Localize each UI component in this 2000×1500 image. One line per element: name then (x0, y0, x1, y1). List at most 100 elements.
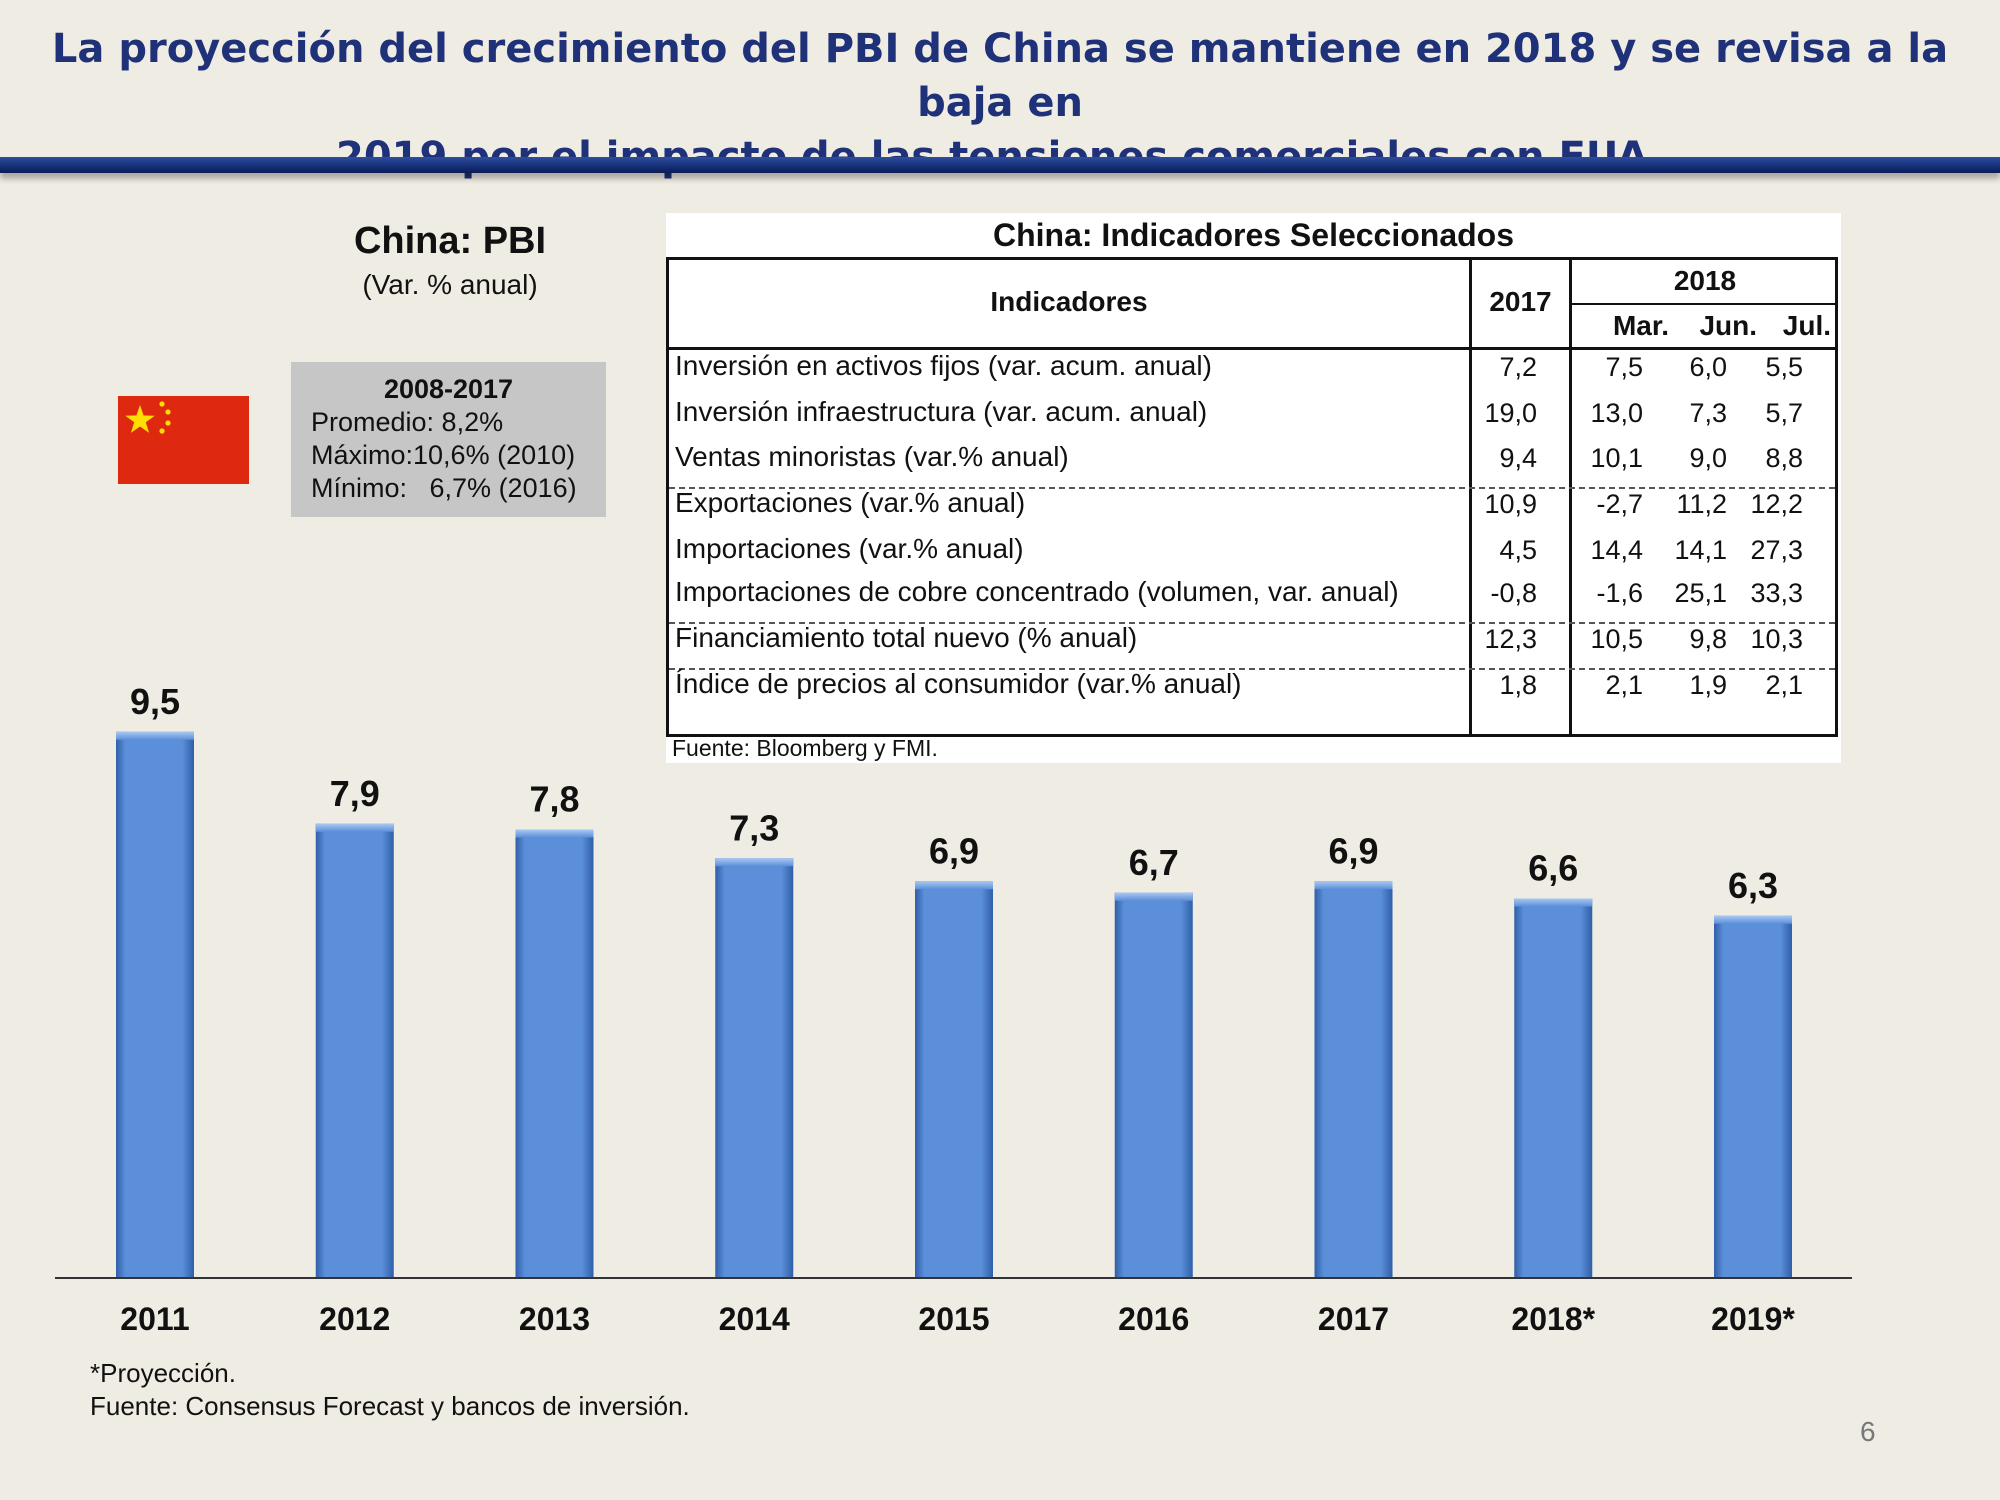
stats-box: 2008-2017 Promedio: 8,2% Máximo:10,6% (2… (291, 362, 606, 517)
table-cell: 8,8 (1765, 443, 1803, 473)
table-cell: 5,5 (1765, 352, 1803, 382)
bar-2011 (116, 731, 194, 1278)
bars-layer: 9,5 2011 7,9 2012 7,8 2013 7,3 2014 6,9 2015 6,7 20… (116, 681, 1795, 1337)
bar-2016 (1114, 892, 1193, 1278)
page-number: 6 (1860, 1416, 1876, 1447)
header-jul: Jul. (1782, 310, 1831, 341)
chart-title: China: PBI (353, 220, 547, 262)
bar-2017 (1314, 881, 1393, 1278)
header-jun: Jun. (1699, 310, 1757, 341)
header-indicators: Indicadores (990, 286, 1148, 317)
flag-big-star (125, 405, 155, 433)
bar-2013 (515, 829, 594, 1278)
slide-title-line1: La proyección del crecimiento del PBI de… (51, 26, 1949, 126)
table-divider-h (1572, 303, 1835, 305)
bar-cap (1714, 915, 1792, 924)
x-tick-label: 2016 (1118, 1301, 1189, 1337)
bar-cap (1514, 898, 1593, 907)
table-cell: 19,0 (1484, 398, 1537, 428)
bar-2015 (915, 881, 993, 1278)
table-cell: 7,5 (1605, 352, 1643, 382)
table-source: Fuente: Bloomberg y FMI. (672, 735, 938, 761)
flag-small-star (159, 428, 165, 434)
table-row-label: Inversión infraestructura (var. acum. an… (675, 396, 1208, 427)
flag-small-star (165, 409, 171, 415)
x-tick-label: 2014 (719, 1301, 790, 1337)
table-row-label: Exportaciones (var.% anual) (675, 487, 1026, 518)
bar-value-label: 6,9 (929, 830, 979, 871)
flag-small-star (159, 401, 165, 407)
table-cell: 1,8 (1499, 670, 1537, 700)
bar-value-label: 7,3 (729, 807, 779, 848)
table-cell: 7,2 (1499, 352, 1537, 382)
x-tick-label: 2017 (1318, 1301, 1389, 1337)
table-cell: 9,8 (1689, 624, 1727, 654)
table-cell: 25,1 (1674, 578, 1727, 608)
bar-value-label: 7,9 (330, 773, 380, 814)
table-group-divider (669, 668, 1835, 670)
china-flag-icon (118, 396, 249, 484)
footnotes: *Proyección. Fuente: Consensus Forecast … (90, 1357, 690, 1423)
bar-2014 (715, 858, 794, 1278)
table-cell: 13,0 (1590, 398, 1643, 428)
table-cell: 10,3 (1750, 624, 1803, 654)
x-tick-label: 2018* (1511, 1301, 1595, 1337)
table-divider-v (1469, 260, 1472, 734)
bar-cap (515, 829, 594, 838)
table-group-divider (669, 622, 1835, 624)
stats-maximum: Máximo:10,6% (2010) (311, 440, 576, 470)
table-cell: 14,4 (1590, 535, 1643, 565)
table-cell: 12,3 (1484, 624, 1537, 654)
footnote-projection: *Proyección. (90, 1358, 236, 1388)
table-cell: 6,0 (1689, 352, 1727, 382)
table-cell: 12,2 (1750, 489, 1803, 519)
header-2018: 2018 (1673, 265, 1737, 296)
footnote-source: Fuente: Consensus Forecast y bancos de i… (90, 1391, 690, 1421)
table-cell: 10,5 (1590, 624, 1643, 654)
bar-2019p (1714, 915, 1792, 1278)
bar-cap (1114, 892, 1193, 901)
china-flag-stars (125, 401, 171, 434)
stats-average: Promedio: 8,2% (311, 407, 504, 437)
chart-subtitle: (Var. % anual) (362, 269, 538, 300)
bar-2018p (1514, 898, 1593, 1278)
bar-cap (915, 881, 993, 890)
table-cell: 5,7 (1765, 398, 1803, 428)
flag-small-star (165, 420, 171, 426)
bar-cap (315, 823, 394, 832)
bar-value-label: 6,3 (1728, 865, 1778, 906)
table-row-label: Financiamiento total nuevo (% anual) (675, 622, 1138, 653)
table-cell: 33,3 (1750, 578, 1803, 608)
x-tick-label: 2012 (319, 1301, 390, 1337)
table-cell: -1,6 (1596, 578, 1643, 608)
table-header-divider (669, 347, 1835, 350)
table-cell: 4,5 (1499, 535, 1537, 565)
x-tick-label: 2019* (1711, 1301, 1795, 1337)
indicators-table: Indicadores 2017 2018 Mar. Jun. Jul. Inv… (666, 257, 1838, 737)
bar-cap (715, 858, 794, 867)
table-cell: 9,0 (1689, 443, 1727, 473)
header-2017: 2017 (1489, 286, 1552, 317)
table-row-label: Índice de precios al consumidor (var.% a… (675, 668, 1242, 699)
table-cell: 11,2 (1676, 489, 1727, 519)
bar-value-label: 6,7 (1129, 842, 1179, 883)
x-tick-label: 2015 (918, 1301, 989, 1337)
table-cell: 2,1 (1765, 670, 1803, 700)
table-cell: 10,1 (1590, 443, 1643, 473)
stats-box-title: 2008-2017 (383, 374, 514, 404)
indicators-table-panel: China: Indicadores Seleccionados Indicad… (666, 213, 1841, 763)
table-row-label: Inversión en activos fijos (var. acum. a… (675, 350, 1212, 381)
table-cell: 27,3 (1750, 535, 1803, 565)
table-group-divider (669, 487, 1835, 489)
header-mar: Mar. (1612, 310, 1669, 341)
bar-2012 (315, 823, 394, 1278)
table-title: China: Indicadores Seleccionados (992, 217, 1515, 253)
table-cell: 10,9 (1484, 489, 1537, 519)
stats-minimum: Mínimo: 6,7% (2016) (311, 473, 577, 503)
table-row-label: Importaciones de cobre concentrado (volu… (675, 576, 1399, 607)
table-cell: 7,3 (1689, 398, 1727, 428)
bar-value-label: 6,9 (1328, 830, 1378, 871)
header-divider (0, 157, 2000, 173)
table-row-label: Ventas minoristas (var.% anual) (675, 441, 1069, 472)
